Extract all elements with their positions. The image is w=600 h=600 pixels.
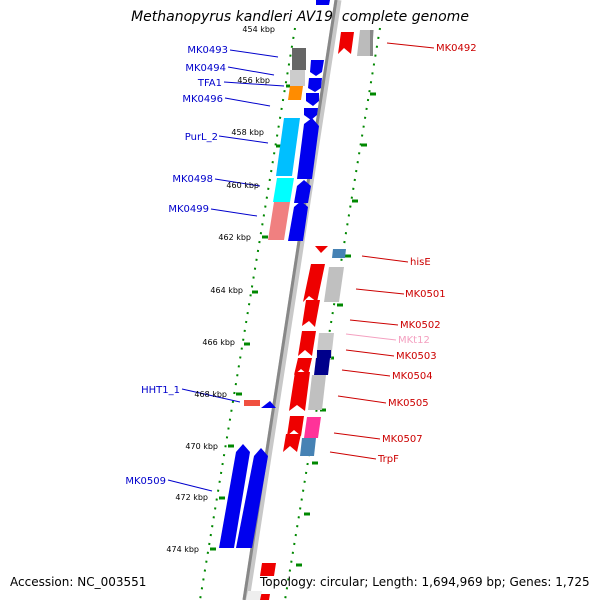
gene-arrow-mk0509-a xyxy=(219,444,250,548)
reverse-feature-boxes xyxy=(246,30,374,600)
kbp-label: 474 kbp xyxy=(166,545,199,554)
left-gene-labels: MK0493 MK0494 TFA1 MK0496 PurL_2 MK0498 … xyxy=(125,45,228,487)
gene-label-mkt12: MKt12 xyxy=(398,335,430,346)
gene-arrow-tfa1 xyxy=(306,93,319,106)
gene-arrow-hht1 xyxy=(261,401,276,408)
kbp-label: 462 kbp xyxy=(218,233,251,242)
kbp-label: 472 kbp xyxy=(175,493,208,502)
gene-arrow-mk0498 xyxy=(294,180,311,203)
kbp-label: 470 kbp xyxy=(185,442,218,451)
gene-label-hise: hisE xyxy=(410,257,431,268)
gene-arrow-purl xyxy=(297,118,319,179)
gene-arrow-mk0492 xyxy=(338,32,354,54)
gene-label-mk0501: MK0501 xyxy=(405,289,446,300)
gene-arrow-mk0494 xyxy=(308,78,322,92)
genome-title: Methanopyrus kandleri AV19, complete gen… xyxy=(131,9,469,25)
kbp-label: 468 kbp xyxy=(194,390,227,399)
tick-tracks xyxy=(199,27,381,600)
gene-arrow-mk0493 xyxy=(310,60,324,76)
gene-label-mk0505: MK0505 xyxy=(388,398,429,409)
gene-label-mk0494: MK0494 xyxy=(185,63,226,74)
gene-arrow-mk0499 xyxy=(288,201,308,241)
rna-connector xyxy=(345,333,397,341)
gene-arrow-mk0505 xyxy=(289,372,310,411)
reverse-genes xyxy=(255,32,354,600)
gene-arrow-hise xyxy=(315,246,328,253)
accession-text: Accession: NC_003551 xyxy=(10,575,147,589)
forward-feature-boxes xyxy=(244,48,306,406)
right-connectors xyxy=(329,42,435,460)
gene-arrow-mk0501 xyxy=(303,264,325,302)
gene-arrow-mk0496 xyxy=(304,108,318,120)
gene-label-purl2: PurL_2 xyxy=(185,132,218,143)
topology-text: Topology: circular; Length: 1,694,969 bp… xyxy=(260,575,590,589)
left-connectors xyxy=(167,49,285,492)
gene-label-tfa1: TFA1 xyxy=(197,78,222,89)
gene-arrow-top xyxy=(316,0,330,5)
forward-genes xyxy=(219,0,330,548)
gene-label-trpf: TrpF xyxy=(377,454,399,465)
gene-label-hht1: HHT1_1 xyxy=(141,385,180,396)
gene-label-mk0509: MK0509 xyxy=(125,476,166,487)
gene-arrow-mk0504 xyxy=(294,358,312,375)
gene-label-mk0499: MK0499 xyxy=(168,204,209,215)
kbp-label: 454 kbp xyxy=(242,25,275,34)
gene-arrow-mk0503 xyxy=(298,331,316,356)
kbp-label: 460 kbp xyxy=(226,181,259,190)
kbp-labels: 454 kbp 456 kbp 458 kbp 460 kbp 462 kbp … xyxy=(166,25,275,554)
gene-label-mk0507: MK0507 xyxy=(382,434,423,445)
kbp-label: 464 kbp xyxy=(210,286,243,295)
kbp-label: 458 kbp xyxy=(231,128,264,137)
gene-arrow-bottom-1 xyxy=(260,563,276,576)
gene-arrow-mk0502 xyxy=(302,300,320,327)
gene-label-mk0502: MK0502 xyxy=(400,320,441,331)
gene-arrow-mk0509-b xyxy=(236,448,268,548)
gene-arrow-trpf xyxy=(283,434,301,452)
gene-label-mk0492: MK0492 xyxy=(436,43,477,54)
genome-backbone-shadow xyxy=(242,0,342,600)
gene-label-mk0504: MK0504 xyxy=(392,371,433,382)
gene-label-mk0496: MK0496 xyxy=(182,94,223,105)
gene-label-mk0498: MK0498 xyxy=(172,174,213,185)
gene-label-mk0503: MK0503 xyxy=(396,351,437,362)
gene-arrow-mk0507 xyxy=(287,416,304,436)
right-gene-labels: MK0492 hisE MK0501 MK0502 MKt12 MK0503 M… xyxy=(377,43,477,465)
gene-label-mk0493: MK0493 xyxy=(187,45,228,56)
kbp-label: 456 kbp xyxy=(237,76,270,85)
kbp-label: 466 kbp xyxy=(202,338,235,347)
